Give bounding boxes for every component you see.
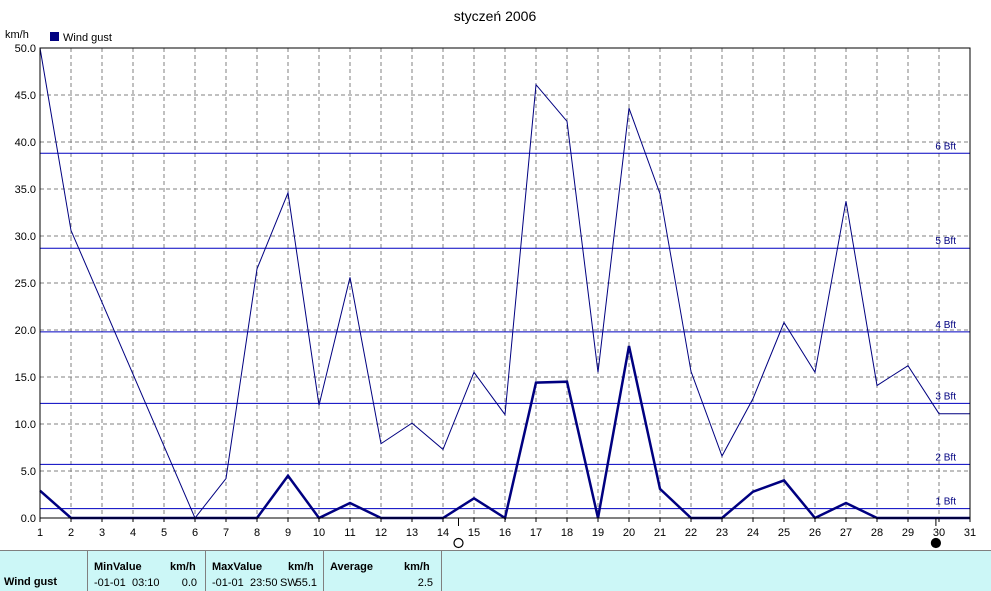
avg-header: Average: [330, 561, 374, 573]
min-value: 0.0: [181, 577, 197, 589]
x-tick-label: 28: [871, 527, 883, 539]
x-tick-label: 12: [375, 527, 387, 539]
y-tick-label: 35.0: [15, 184, 36, 196]
x-tick-label: 24: [747, 527, 759, 539]
y-tick-label: 25.0: [15, 278, 36, 290]
x-tick-label: 23: [716, 527, 728, 539]
max-direction: SW: [280, 577, 298, 589]
x-tick-label: 17: [530, 527, 542, 539]
y-tick-label: 5.0: [21, 466, 36, 478]
x-tick-label: 5: [161, 527, 167, 539]
x-tick-label: 8: [254, 527, 260, 539]
chart-title: styczeń 2006: [454, 8, 537, 24]
x-tick-label: 26: [809, 527, 821, 539]
max-date: -01-01: [212, 577, 244, 589]
avg-cell: Average km/h 2.5: [324, 551, 442, 591]
y-tick-label: 30.0: [15, 231, 36, 243]
y-tick-label: 10.0: [15, 419, 36, 431]
x-tick-label: 14: [437, 527, 449, 539]
y-tick-label: 50.0: [15, 43, 36, 55]
y-tick-label: 0.0: [21, 513, 36, 525]
max-cell: MaxValue km/h -01-01 23:50 SW 55.1: [206, 551, 324, 591]
moon-phases: [453, 518, 942, 549]
x-tick-label: 13: [406, 527, 418, 539]
x-tick-label: 25: [778, 527, 790, 539]
x-tick-label: 16: [499, 527, 511, 539]
x-tick-label: 7: [223, 527, 229, 539]
x-tick-label: 20: [623, 527, 635, 539]
beaufort-label: 3 Bft: [935, 391, 956, 402]
full-moon-icon: [453, 537, 464, 549]
x-tick-label: 31: [964, 527, 976, 539]
x-tick-label: 10: [313, 527, 325, 539]
x-tick-label: 30: [933, 527, 945, 539]
x-tick-label: 21: [654, 527, 666, 539]
x-tick-label: 3: [99, 527, 105, 539]
series-line-max: [39, 47, 970, 519]
min-date: -01-01: [94, 577, 126, 589]
x-tick-label: 18: [561, 527, 573, 539]
min-time: 03:10: [132, 577, 160, 589]
y-tick-label: 15.0: [15, 372, 36, 384]
y-tick-label: 20.0: [15, 325, 36, 337]
beaufort-label: 5 Bft: [935, 236, 956, 247]
x-tick-label: 1: [37, 527, 43, 539]
stats-label-cell: Wind gust: [0, 551, 88, 591]
x-tick-label: 6: [192, 527, 198, 539]
grid: [40, 48, 970, 518]
x-tick-label: 15: [468, 527, 480, 539]
x-tick-label: 2: [68, 527, 74, 539]
stats-row-label: Wind gust: [4, 576, 58, 588]
beaufort-lines: 1 Bft 2 Bft 3 Bft 4 Bft 5 Bft 6 Bft: [40, 141, 970, 510]
x-tick-label: 11: [344, 527, 355, 539]
x-tick-label: 4: [130, 527, 136, 539]
beaufort-label: 6 Bft: [935, 141, 956, 152]
y-tick-label: 45.0: [15, 90, 36, 102]
y-tick-label: 40.0: [15, 137, 36, 149]
beaufort-label: 2 Bft: [935, 452, 956, 463]
max-time: 23:50: [250, 577, 278, 589]
legend-swatch: [50, 32, 59, 41]
max-unit: km/h: [288, 561, 314, 573]
new-moon-icon: [930, 537, 942, 549]
max-header: MaxValue: [212, 561, 263, 573]
axes: 0.0 5.0 10.0 15.0 20.0 25.0 30.0 35.0 40.0 45.0 50…: [15, 43, 977, 539]
x-tick-label: 9: [285, 527, 291, 539]
stats-panel: Wind gust MinValue km/h -01-01 03:10 0.0…: [0, 550, 991, 591]
min-cell: MinValue km/h -01-01 03:10 0.0: [88, 551, 206, 591]
wind-gust-chart: styczeń 2006 km/h Wind gust 1 Bft 2 Bft 3 …: [5, 8, 977, 549]
x-tick-label: 19: [592, 527, 604, 539]
plot-frame: [39, 47, 971, 519]
y-axis-label: km/h: [5, 29, 29, 41]
beaufort-label: 1 Bft: [935, 497, 956, 508]
x-tick-label: 27: [840, 527, 852, 539]
beaufort-label: 4 Bft: [935, 320, 956, 331]
avg-unit: km/h: [404, 561, 430, 573]
min-header: MinValue: [94, 561, 142, 573]
x-tick-label: 29: [902, 527, 914, 539]
max-value: 55.1: [295, 577, 317, 589]
min-unit: km/h: [170, 561, 196, 573]
legend-label: Wind gust: [63, 32, 112, 44]
x-tick-label: 22: [685, 527, 697, 539]
avg-value: 2.5: [417, 577, 433, 589]
